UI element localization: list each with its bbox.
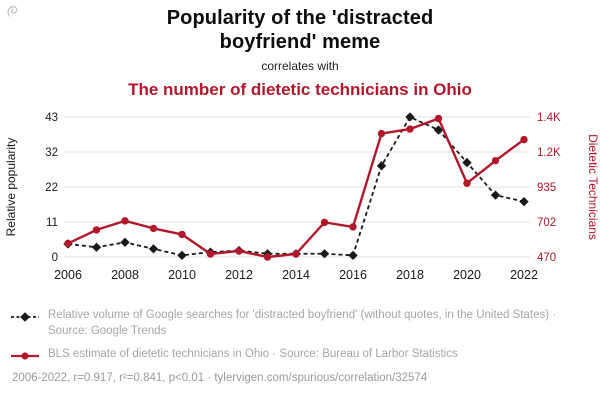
chart-area: 0 11 22 32 43 470 702 935 1.2K 1.4K 2006 2008 2010 20… <box>0 103 600 305</box>
page-title: Popularity of the 'distracted boyfriend'… <box>0 7 600 54</box>
right-axis-title: Dietetic Technicians <box>586 134 600 240</box>
svg-text:0: 0 <box>52 252 58 264</box>
svg-text:1.4K: 1.4K <box>537 112 561 124</box>
svg-text:2018: 2018 <box>396 268 424 282</box>
svg-text:1.2K: 1.2K <box>537 147 561 159</box>
right-axis-ticks: 470 702 935 1.2K 1.4K <box>537 112 561 264</box>
series-markers-google-trends <box>63 112 529 261</box>
legend-label: BLS estimate of dietetic technicians in … <box>48 348 458 361</box>
svg-text:2006: 2006 <box>54 268 82 282</box>
title-line-1: Popularity of the 'distracted <box>166 7 434 29</box>
svg-text:2012: 2012 <box>225 268 253 282</box>
left-axis-ticks: 0 11 22 32 43 <box>45 112 58 264</box>
series-line-bls-dietetic-technicians <box>67 117 525 259</box>
stats-footer: 2006-2022, r=0.917, r²=0.841, p<0.01 · t… <box>12 371 428 384</box>
legend-item-bls: BLS estimate of dietetic technicians in … <box>10 347 584 363</box>
legend-label: Relative volume of Google searches for '… <box>48 309 557 337</box>
svg-text:2014: 2014 <box>282 268 310 282</box>
x-axis-labels: 2006 2008 2010 2012 2014 2016 2018 2020 2022 <box>54 268 538 282</box>
series-markers-bls-dietetic-technicians <box>64 114 528 261</box>
black-dashed-diamond-marker-icon <box>11 312 39 322</box>
correlates-with-label: correlates with <box>261 59 339 74</box>
secondary-title: The number of dietetic technicians in Oh… <box>128 80 472 100</box>
site-logo-icon <box>7 6 18 17</box>
svg-text:935: 935 <box>537 182 556 194</box>
svg-text:2016: 2016 <box>339 268 367 282</box>
svg-text:11: 11 <box>46 217 58 229</box>
svg-text:2020: 2020 <box>453 268 481 282</box>
svg-text:2010: 2010 <box>168 268 196 282</box>
red-line-circle-marker-icon <box>11 352 39 360</box>
chart-header: Popularity of the 'distracted boyfriend'… <box>0 0 600 100</box>
svg-text:2008: 2008 <box>111 268 139 282</box>
title-line-2: boyfriend' meme <box>219 30 381 53</box>
gridlines <box>64 116 530 258</box>
svg-text:43: 43 <box>45 112 58 124</box>
legend: Relative volume of Google searches for '… <box>0 305 600 363</box>
series-line-google-trends <box>67 116 525 257</box>
svg-text:470: 470 <box>537 252 556 264</box>
legend-item-google-trends: Relative volume of Google searches for '… <box>10 308 584 339</box>
svg-text:2022: 2022 <box>510 268 538 282</box>
svg-text:702: 702 <box>537 217 556 229</box>
svg-text:22: 22 <box>45 182 58 194</box>
svg-text:32: 32 <box>45 147 58 159</box>
left-axis-title: Relative popularity <box>4 138 18 237</box>
